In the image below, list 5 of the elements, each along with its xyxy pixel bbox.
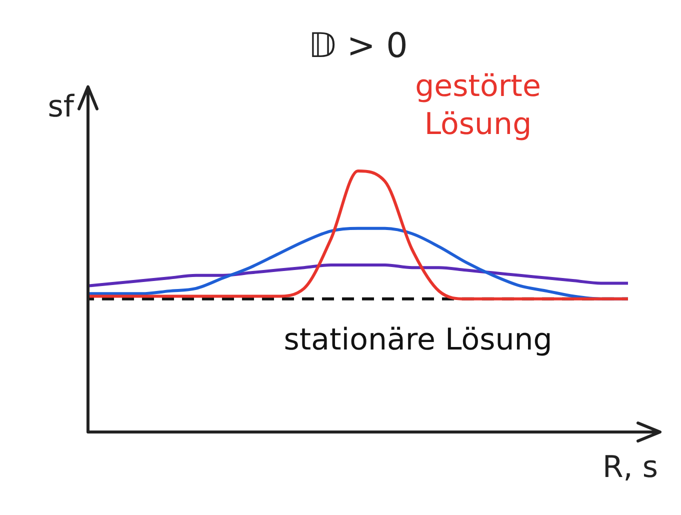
y-axis-title: sf [48, 90, 76, 125]
x-axis-title: R, s [602, 450, 658, 485]
series-label: gestörte Lösung [415, 68, 541, 142]
chart-title: 𝔻 > 0 [308, 26, 408, 66]
series-label: stationäre Lösung [284, 322, 552, 358]
